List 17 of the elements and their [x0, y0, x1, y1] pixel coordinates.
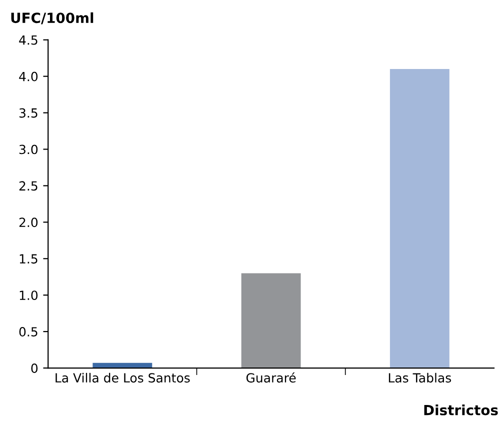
- y-tick-label: 3.0: [19, 144, 38, 154]
- y-tick-label: 0.5: [19, 327, 38, 336]
- y-tick-label: 2.0: [19, 218, 38, 228]
- y-axis-title: UFC/100ml: [11, 12, 94, 24]
- x-tick-label: Las Tablas: [388, 372, 452, 383]
- y-tick-label: 1.5: [20, 254, 38, 264]
- y-tick-label: 2.5: [19, 181, 38, 191]
- x-tick-label: La Villa de Los Santos: [56, 372, 190, 383]
- y-tick-label: 4.5: [19, 35, 38, 45]
- x-tick-label: Guararé: [246, 372, 296, 383]
- y-tick-label: 1.0: [20, 290, 38, 300]
- bar: [390, 69, 450, 368]
- y-tick-label: 3.5: [19, 108, 38, 118]
- y-tick-label: 0: [31, 364, 38, 373]
- x-axis-title: Districtos: [424, 404, 498, 416]
- bar: [241, 273, 301, 368]
- y-tick-label: 4.0: [19, 72, 38, 82]
